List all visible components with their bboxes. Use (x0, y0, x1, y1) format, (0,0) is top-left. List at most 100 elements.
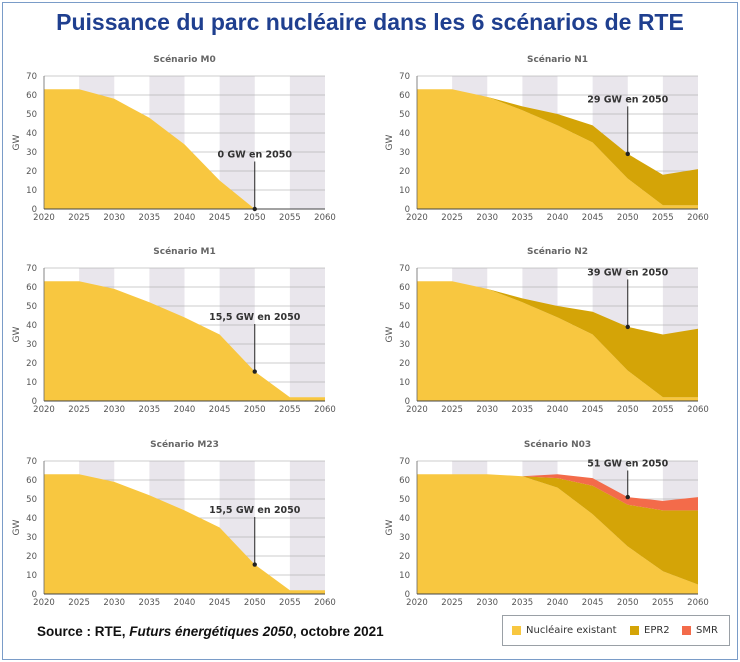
area-existing (417, 281, 698, 401)
y-tick-label: 30 (26, 148, 37, 158)
y-axis-label: GW (385, 326, 395, 342)
x-tick-label: 2035 (139, 213, 161, 223)
chart-panel-m0: 0 10 20 30 40 50 60 70 2020 2025 2030 2035 2040 2045 2… (8, 52, 353, 232)
y-tick-label: 40 (26, 129, 37, 139)
y-tick-label: 70 (26, 457, 37, 467)
x-tick-label: 2050 (244, 213, 266, 223)
annotation-dot (252, 206, 257, 212)
x-tick-label: 2060 (687, 405, 709, 415)
source-report-title: Futurs énergétiques 2050 (129, 624, 293, 639)
y-tick-label: 30 (399, 533, 410, 543)
y-tick-label: 10 (399, 571, 410, 581)
area-existing (44, 89, 325, 209)
x-tick-label: 2030 (476, 405, 498, 415)
x-tick-label: 2025 (441, 213, 463, 223)
legend: Nucléaire existant EPR2 SMR (502, 615, 730, 646)
area-epr2 (417, 281, 698, 398)
y-tick-label: 50 (399, 302, 410, 312)
x-tick-label: 2030 (476, 598, 498, 608)
y-tick-label: 70 (399, 457, 410, 467)
y-tick-label: 50 (26, 110, 37, 120)
x-tick-label: 2050 (244, 598, 266, 608)
y-tick-label: 10 (26, 378, 37, 388)
y-tick-label: 70 (399, 264, 410, 274)
x-tick-label: 2020 (33, 213, 55, 223)
figure-title: Puissance du parc nucléaire dans les 6 s… (56, 9, 684, 35)
x-tick-label: 2055 (652, 598, 674, 608)
annotation-dot (252, 562, 257, 567)
legend-item-epr2: EPR2 (630, 625, 670, 636)
y-axis-label: GW (12, 134, 22, 150)
x-tick-label: 2040 (174, 405, 196, 415)
x-tick-label: 2035 (512, 598, 534, 608)
y-tick-label: 20 (399, 552, 410, 562)
y-tick-label: 40 (26, 514, 37, 524)
x-tick-label: 2020 (406, 213, 428, 223)
annotation-dot (625, 324, 630, 330)
y-tick-label: 30 (26, 340, 37, 350)
x-tick-label: 2055 (652, 213, 674, 223)
area-smr (417, 474, 698, 511)
y-axis-label: GW (12, 326, 22, 342)
x-tick-label: 2060 (314, 598, 336, 608)
x-tick-label: 2045 (209, 213, 231, 223)
y-tick-label: 70 (26, 264, 37, 274)
area-existing (417, 89, 698, 209)
y-tick-label: 60 (26, 91, 37, 101)
x-tick-label: 2050 (617, 405, 639, 415)
annotation-label: 51 GW en 2050 (587, 459, 668, 470)
y-tick-label: 40 (399, 129, 410, 139)
x-tick-label: 2020 (33, 598, 55, 608)
x-tick-label: 2025 (68, 598, 90, 608)
area-existing (44, 474, 325, 594)
annotation-dot (252, 369, 257, 374)
chart-title: Scénario N03 (524, 439, 591, 450)
chart-panel-m1: 0 10 20 30 40 50 60 70 2020 2025 2030 2035 2040 2045 2… (8, 244, 353, 424)
y-axis-label: GW (12, 519, 22, 535)
area-existing (44, 281, 325, 401)
x-tick-label: 2025 (441, 598, 463, 608)
chart-panel-n03: 0 10 20 30 40 50 60 70 2020 2025 2030 2035 2040 2045 2… (381, 437, 726, 617)
annotation-label: 15,5 GW en 2050 (209, 505, 301, 516)
chart-title: Scénario N1 (527, 54, 588, 65)
x-tick-label: 2040 (174, 213, 196, 223)
chart-panel-n1: 0 10 20 30 40 50 60 70 2020 2025 2030 2035 2040 2045 2… (381, 52, 726, 232)
area-existing (417, 474, 698, 594)
y-tick-label: 70 (399, 72, 410, 82)
x-tick-label: 2050 (617, 598, 639, 608)
y-tick-label: 30 (399, 340, 410, 350)
y-tick-label: 0 (32, 397, 37, 407)
y-tick-label: 20 (399, 167, 410, 177)
source-prefix: Source : RTE, (37, 624, 130, 639)
annotation-label: 29 GW en 2050 (587, 94, 668, 105)
x-tick-label: 2030 (103, 405, 125, 415)
legend-label-epr2: EPR2 (644, 625, 670, 636)
y-tick-label: 60 (399, 283, 410, 293)
x-tick-label: 2035 (512, 213, 534, 223)
x-tick-label: 2060 (314, 405, 336, 415)
x-tick-label: 2030 (103, 213, 125, 223)
y-tick-label: 0 (32, 590, 37, 600)
x-tick-label: 2020 (406, 598, 428, 608)
x-tick-label: 2045 (582, 405, 604, 415)
legend-label-existing: Nucléaire existant (526, 625, 617, 636)
area-epr2 (417, 474, 698, 585)
annotation-label: 39 GW en 2050 (587, 267, 668, 278)
annotation-label: 15,5 GW en 2050 (209, 312, 301, 323)
x-tick-label: 2055 (279, 405, 301, 415)
x-tick-label: 2050 (617, 213, 639, 223)
y-tick-label: 60 (26, 476, 37, 486)
x-tick-label: 2035 (139, 405, 161, 415)
chart-title: Scénario N2 (527, 246, 588, 257)
source-suffix: , octobre 2021 (292, 624, 384, 639)
background-band (289, 76, 325, 209)
chart-title: Scénario M0 (153, 54, 215, 65)
y-tick-label: 40 (399, 514, 410, 524)
legend-swatch-existing (512, 626, 521, 635)
chart-title: Scénario M23 (150, 439, 219, 450)
annotation-label: 0 GW en 2050 (218, 150, 293, 161)
x-tick-label: 2020 (406, 405, 428, 415)
